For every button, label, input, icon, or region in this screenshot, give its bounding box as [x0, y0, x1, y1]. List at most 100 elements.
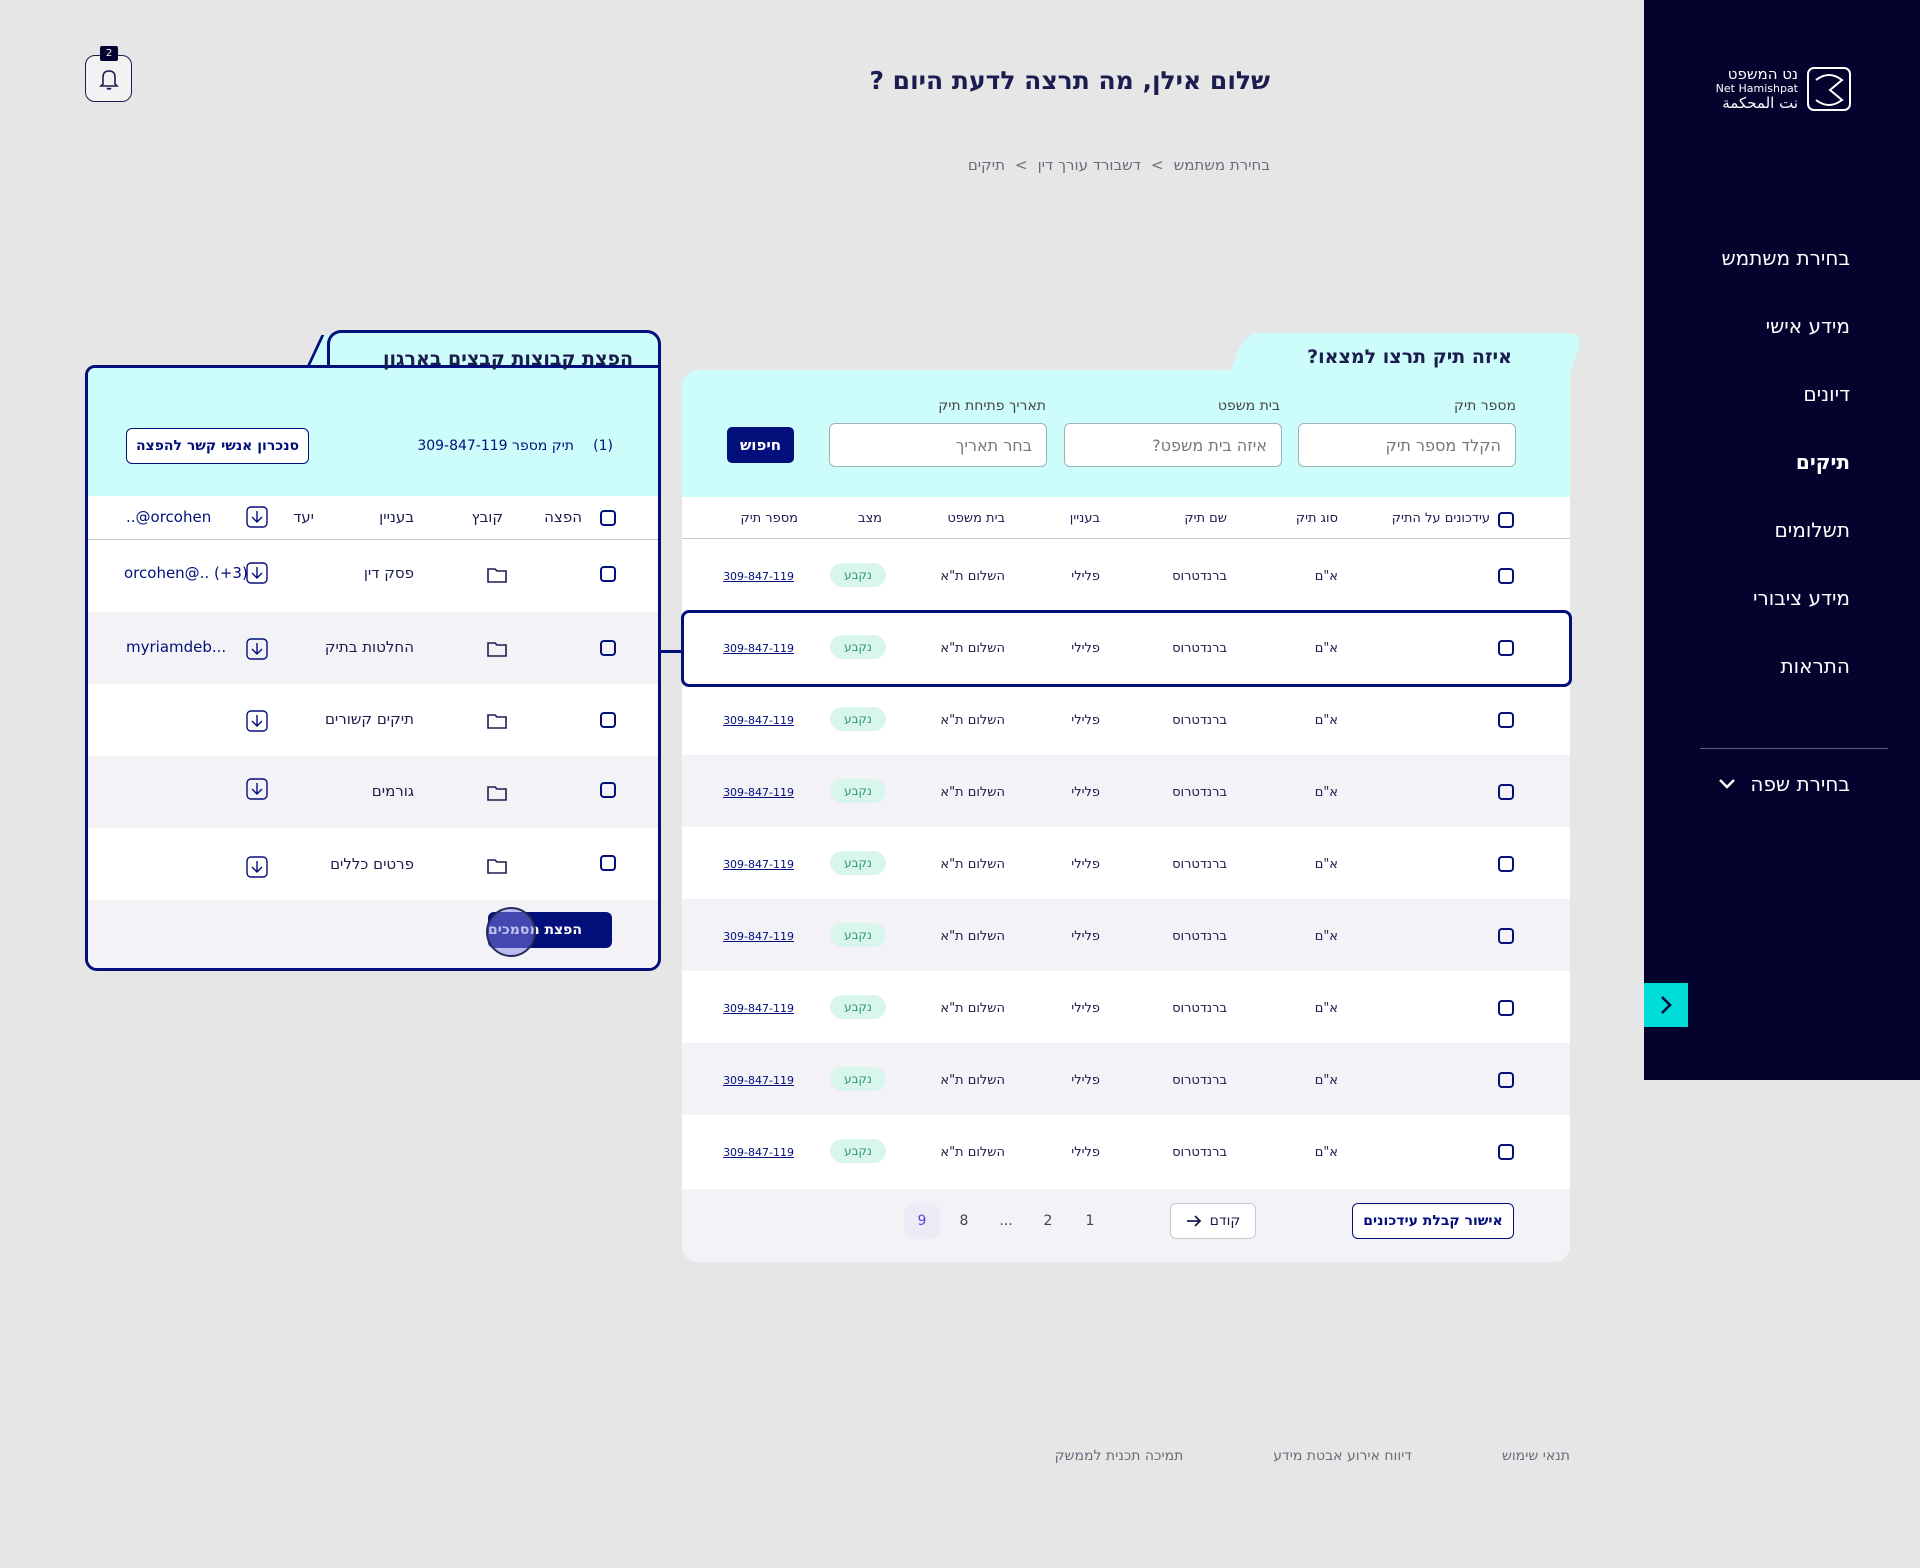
- row-court: השלום ת"א: [940, 1001, 1005, 1016]
- logo-mark-icon: [1807, 67, 1851, 111]
- case-number-link[interactable]: 309-847-119: [723, 858, 794, 871]
- row-checkbox[interactable]: [600, 640, 616, 656]
- case-number-link[interactable]: 309-847-119: [723, 1074, 794, 1087]
- row-checkbox[interactable]: [1498, 1072, 1514, 1088]
- row-checkbox[interactable]: [1498, 1000, 1514, 1016]
- download-icon[interactable]: [246, 778, 268, 800]
- chevron-right-icon: [1661, 996, 1672, 1014]
- download-icon[interactable]: [246, 506, 268, 528]
- court-input[interactable]: איזה בית משפט?: [1064, 423, 1282, 467]
- sidebar: נט המשפט Net Hamishpat نت المحكمة בחירת …: [1644, 0, 1920, 1080]
- list-item[interactable]: פסק דין orcohen@.. (+3): [88, 540, 658, 612]
- status-badge: נקבע: [830, 851, 886, 875]
- page-8[interactable]: 8: [959, 1213, 969, 1229]
- download-icon[interactable]: [246, 562, 268, 584]
- list-item[interactable]: תיקים קשורים: [88, 684, 658, 756]
- sidebar-item-personal-info[interactable]: מידע אישי: [1765, 314, 1850, 338]
- case-number-link[interactable]: 309-847-119: [723, 714, 794, 727]
- folder-icon: [487, 642, 507, 657]
- language-label: בחירת שפה: [1750, 772, 1850, 796]
- status-badge: נקבע: [830, 995, 886, 1019]
- sync-contacts-button[interactable]: סנכרון אנשי קשר להפצה: [126, 428, 309, 464]
- row-target[interactable]: myriamdeb...: [126, 638, 227, 656]
- case-number-link[interactable]: 309-847-119: [723, 1146, 794, 1159]
- row-checkbox[interactable]: [600, 712, 616, 728]
- list-item[interactable]: החלטות בתיק myriamdeb...: [88, 612, 658, 684]
- table-row[interactable]: א"ם ברנדטרוס פלילי השלום ת"א נקבע 309-84…: [682, 971, 1570, 1043]
- col-status: מצב: [857, 511, 882, 526]
- footer-terms-link[interactable]: תנאי שימוש: [1501, 1448, 1570, 1464]
- table-row[interactable]: א"ם ברנדטרוס פלילי השלום ת"א נקבע 309-84…: [682, 1043, 1570, 1115]
- sidebar-item-hearings[interactable]: דיונים: [1803, 382, 1850, 406]
- select-all-checkbox[interactable]: [600, 510, 616, 526]
- table-row[interactable]: א"ם ברנדטרוס פלילי השלום ת"א נקבע 309-84…: [682, 1115, 1570, 1187]
- row-checkbox[interactable]: [600, 855, 616, 871]
- notifications-button[interactable]: [85, 55, 132, 102]
- select-all-checkbox[interactable]: [1498, 512, 1514, 528]
- row-checkbox[interactable]: [1498, 784, 1514, 800]
- breadcrumb-cases: תיקים: [967, 156, 1006, 174]
- table-row[interactable]: א"ם ברנדטרוס פלילי השלום ת"א נקבע 309-84…: [682, 683, 1570, 755]
- page-1[interactable]: 1: [1085, 1213, 1095, 1229]
- language-select[interactable]: בחירת שפה: [1718, 772, 1850, 796]
- target-value[interactable]: orcohen@..: [126, 508, 212, 526]
- row-checkbox[interactable]: [1498, 640, 1514, 656]
- row-name: ברנדטרוס: [1172, 569, 1227, 584]
- table-row[interactable]: א"ם ברנדטרוס פלילי השלום ת"א נקבע 309-84…: [682, 611, 1570, 683]
- sidebar-item-user-select[interactable]: בחירת משתמש: [1721, 246, 1850, 270]
- date-input[interactable]: בחר תאריך: [829, 423, 1047, 467]
- sidebar-item-alerts[interactable]: התראות: [1780, 654, 1850, 678]
- download-icon[interactable]: [246, 856, 268, 878]
- chevron-down-icon: [1719, 779, 1736, 789]
- case-number-link[interactable]: 309-847-119: [723, 570, 794, 583]
- list-item[interactable]: גורמים: [88, 756, 658, 828]
- case-number-link[interactable]: 309-847-119: [723, 786, 794, 799]
- case-number-link[interactable]: 309-847-119: [723, 930, 794, 943]
- sidebar-toggle-button[interactable]: [1644, 983, 1688, 1027]
- row-checkbox[interactable]: [1498, 1144, 1514, 1160]
- case-number-input[interactable]: הקלד מספר תיק: [1298, 423, 1516, 467]
- breadcrumb-user-select[interactable]: בחירת משתמש: [1173, 156, 1270, 174]
- sidebar-item-cases[interactable]: תיקים: [1795, 450, 1850, 474]
- status-badge: נקבע: [830, 1139, 886, 1163]
- logo[interactable]: נט המשפט Net Hamishpat نت المحكمة: [1716, 66, 1852, 112]
- sidebar-item-public-info[interactable]: מידע ציבורי: [1753, 586, 1850, 610]
- case-number-link[interactable]: 309-847-119: [723, 1002, 794, 1015]
- table-row[interactable]: א"ם ברנדטרוס פלילי השלום ת"א נקבע 309-84…: [682, 539, 1570, 611]
- table-row[interactable]: א"ם ברנדטרוס פלילי השלום ת"א נקבע 309-84…: [682, 827, 1570, 899]
- page-2[interactable]: 2: [1043, 1213, 1053, 1229]
- list-item[interactable]: פרטים כללים: [88, 828, 658, 900]
- table-row[interactable]: א"ם ברנדטרוס פלילי השלום ת"א נקבע 309-84…: [682, 755, 1570, 827]
- row-checkbox[interactable]: [1498, 856, 1514, 872]
- col-matter: בעניין: [1069, 511, 1100, 526]
- download-icon[interactable]: [246, 710, 268, 732]
- logo-hebrew: נט המשפט: [1727, 65, 1798, 84]
- status-badge: נקבע: [830, 779, 886, 803]
- row-court: השלום ת"א: [940, 713, 1005, 728]
- row-target[interactable]: orcohen@.. (+3): [124, 564, 248, 582]
- page-9[interactable]: 9: [904, 1203, 940, 1239]
- row-checkbox[interactable]: [1498, 712, 1514, 728]
- date-label: תאריך פתיחת תיק: [938, 398, 1046, 414]
- row-checkbox[interactable]: [600, 782, 616, 798]
- row-matter: פלילי: [1071, 785, 1100, 800]
- approve-updates-button[interactable]: אישור קבלת עידכונים: [1352, 1203, 1514, 1239]
- download-icon[interactable]: [246, 638, 268, 660]
- case-number-link[interactable]: 309-847-119: [723, 642, 794, 655]
- row-checkbox[interactable]: [600, 566, 616, 582]
- table-row[interactable]: א"ם ברנדטרוס פלילי השלום ת"א נקבע 309-84…: [682, 899, 1570, 971]
- footer-security-report-link[interactable]: דיווח אירוע אבטת מידע: [1273, 1448, 1412, 1464]
- row-checkbox[interactable]: [1498, 928, 1514, 944]
- footer-support-link[interactable]: תמיכה תכנית לממשק: [1054, 1448, 1184, 1464]
- folder-icon: [487, 786, 507, 801]
- row-type: א"ם: [1314, 569, 1338, 584]
- dist-tab-shape: [327, 330, 661, 370]
- prev-page-button[interactable]: קודם: [1170, 1203, 1256, 1239]
- cases-table: עידכונים על התיק סוג תיק שם תיק בעניין ב…: [682, 497, 1570, 1262]
- search-button[interactable]: חיפוש: [727, 427, 794, 463]
- bell-icon: [98, 69, 119, 90]
- row-matter: פלילי: [1071, 641, 1100, 656]
- breadcrumb-dashboard[interactable]: דשבורד עורך דין: [1037, 156, 1141, 174]
- sidebar-item-payments[interactable]: תשלומים: [1774, 518, 1850, 542]
- row-checkbox[interactable]: [1498, 568, 1514, 584]
